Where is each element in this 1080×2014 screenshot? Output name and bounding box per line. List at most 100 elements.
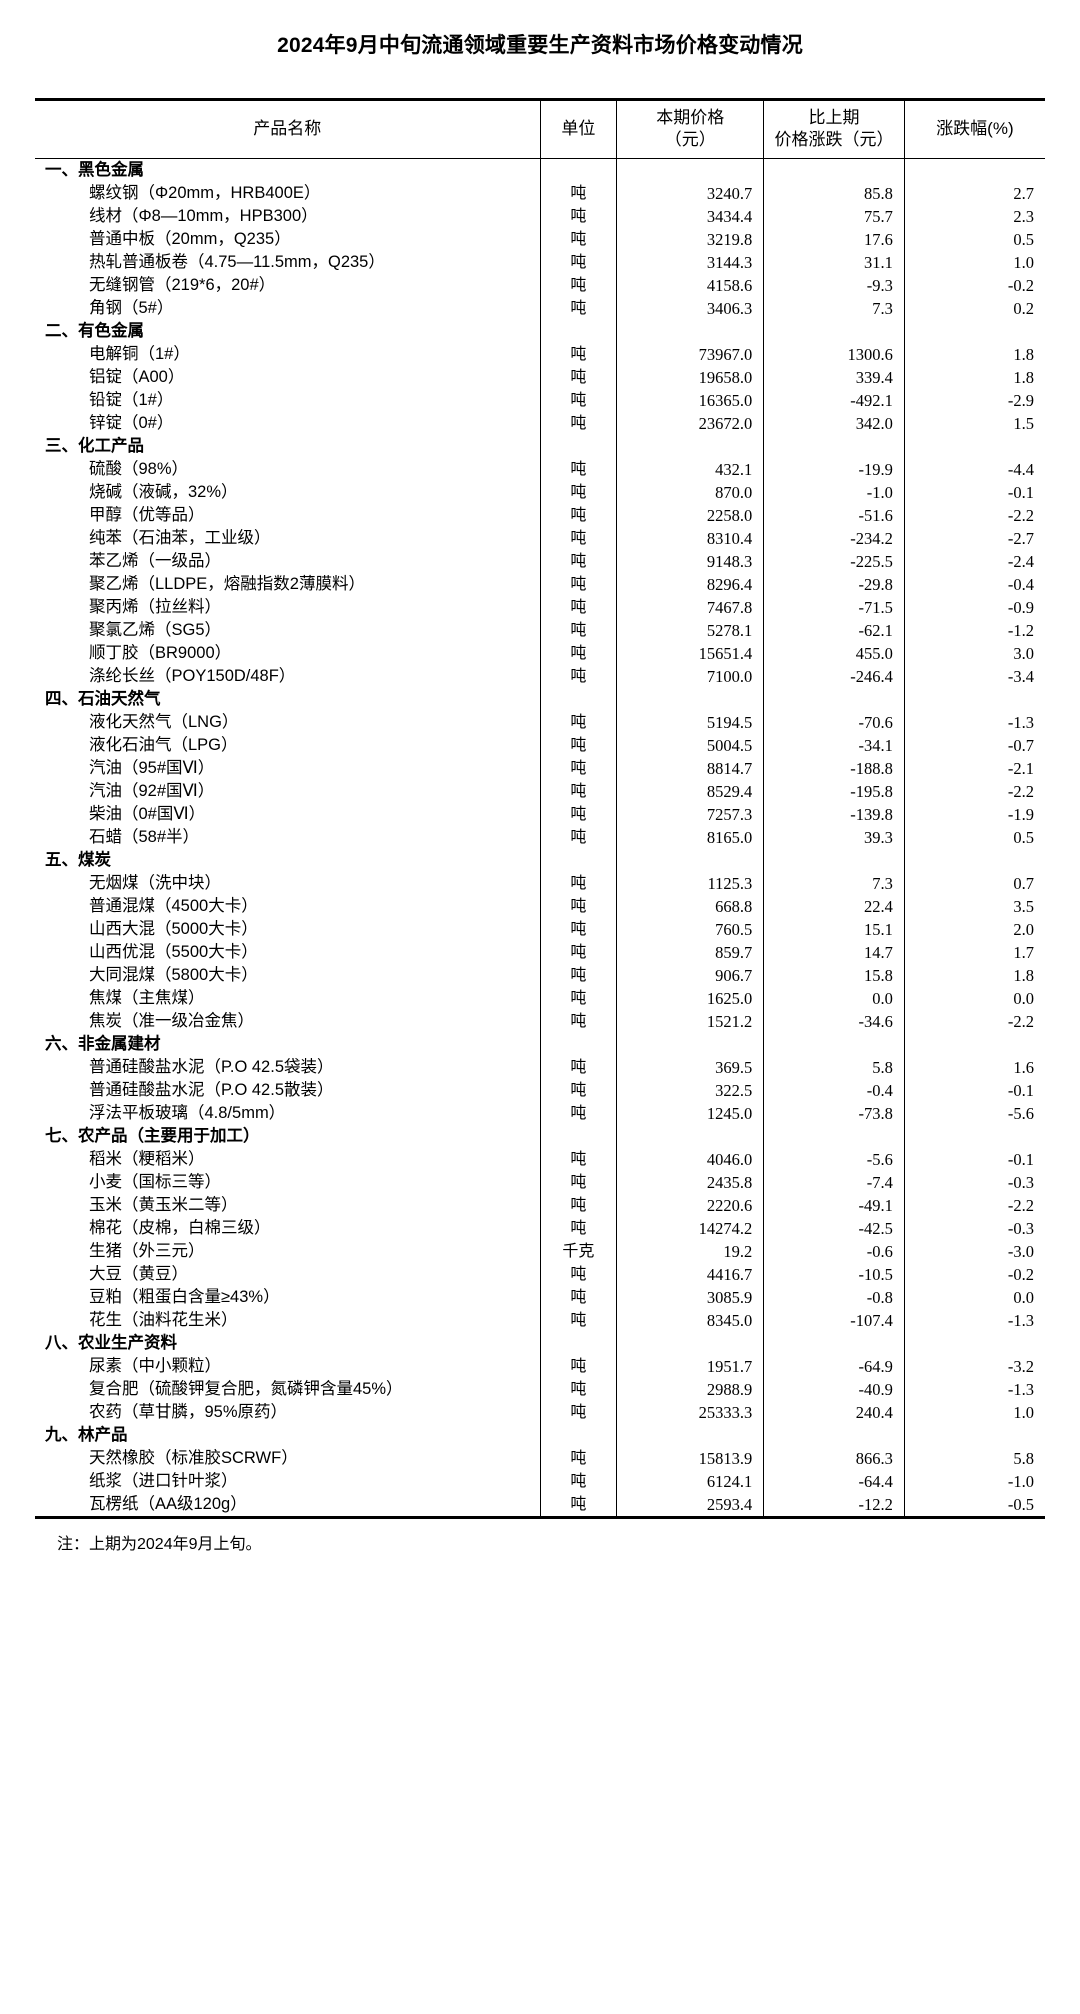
cell-product-name: 螺纹钢（Φ20mm，HRB400E） xyxy=(89,183,321,202)
cell-current-price: 3085.9 xyxy=(616,1285,764,1309)
section-heading-label: 六、非金属建材 xyxy=(45,1034,161,1053)
section-heading-label: 八、农业生产资料 xyxy=(45,1333,177,1352)
cell-price-change: 339.4 xyxy=(763,365,905,389)
cell-unit: 吨 xyxy=(539,1446,617,1470)
cell-unit: 吨 xyxy=(539,1469,617,1493)
cell-product-name: 液化天然气（LNG） xyxy=(89,712,239,731)
table-body: 一、黑色金属 螺纹钢（Φ20mm，HRB400E）吨 3240.7 85.8 2.7 线材… xyxy=(35,158,1045,1518)
cell-current-price: 5004.5 xyxy=(616,733,764,757)
section-heading-empty-cell xyxy=(616,434,764,458)
cell-current-price: 1125.3 xyxy=(616,871,764,895)
section-heading-empty-cell xyxy=(763,1032,905,1056)
section-heading-label: 二、有色金属 xyxy=(45,321,144,340)
section-heading-label: 一、黑色金属 xyxy=(45,160,144,179)
cell-unit: 吨 xyxy=(539,641,617,665)
table-row: 豆粕（粗蛋白含量≥43%） 吨 3085.9 -0.8 0.0 xyxy=(35,1285,1045,1309)
table-row: 稻米（粳稻米） 吨 4046.0 -5.6 -0.1 xyxy=(35,1147,1045,1171)
cell-percent-change: -1.0 xyxy=(903,1469,1045,1493)
section-heading-empty-cell xyxy=(763,158,905,182)
cell-price-change: 15.1 xyxy=(763,917,905,941)
cell-unit: 吨 xyxy=(539,664,617,688)
cell-price-change: 15.8 xyxy=(763,963,905,987)
cell-unit: 吨 xyxy=(539,871,617,895)
cell-unit: 吨 xyxy=(539,1009,617,1033)
section-heading-empty-cell xyxy=(539,1423,617,1447)
cell-current-price: 3219.8 xyxy=(616,227,764,251)
cell-unit: 吨 xyxy=(539,1101,617,1125)
section-heading-row: 八、农业生产资料 xyxy=(35,1331,1045,1355)
cell-unit: 吨 xyxy=(539,204,617,228)
cell-product-name: 尿素（中小颗粒） xyxy=(89,1356,221,1375)
column-header-percent-change: 涨跌幅(%) xyxy=(903,99,1045,159)
section-heading-empty-cell xyxy=(903,848,1045,872)
cell-current-price: 4158.6 xyxy=(616,273,764,297)
table-row: 柴油（0#国Ⅵ） 吨 7257.3 -139.8 -1.9 xyxy=(35,802,1045,826)
cell-current-price: 7467.8 xyxy=(616,595,764,619)
table-row: 甲醇（优等品） 吨 2258.0 -51.6 -2.2 xyxy=(35,503,1045,527)
cell-product-name: 苯乙烯（一级品） xyxy=(89,551,221,570)
section-heading-label: 五、煤炭 xyxy=(45,850,111,869)
table-row: 小麦（国标三等） 吨 2435.8 -7.4 -0.3 xyxy=(35,1170,1045,1194)
cell-unit: 吨 xyxy=(539,503,617,527)
cell-current-price: 2258.0 xyxy=(616,503,764,527)
cell-unit: 吨 xyxy=(539,1147,617,1171)
cell-unit: 吨 xyxy=(539,894,617,918)
table-row: 无烟煤（洗中块） 吨 1125.3 7.3 0.7 xyxy=(35,871,1045,895)
cell-current-price: 8529.4 xyxy=(616,779,764,803)
section-heading-empty-cell xyxy=(616,687,764,711)
cell-price-change: 1300.6 xyxy=(763,342,905,366)
section-heading-label: 三、化工产品 xyxy=(45,436,144,455)
cell-current-price: 1521.2 xyxy=(616,1009,764,1033)
cell-price-change: -10.5 xyxy=(763,1262,905,1286)
cell-percent-change: 2.0 xyxy=(903,917,1045,941)
cell-product-name: 浮法平板玻璃（4.8/5mm） xyxy=(89,1103,286,1122)
cell-percent-change: 1.0 xyxy=(903,250,1045,274)
table-row: 聚氯乙烯（SG5） 吨 5278.1 -62.1 -1.2 xyxy=(35,618,1045,642)
cell-unit: 千克 xyxy=(539,1239,617,1263)
cell-current-price: 3406.3 xyxy=(616,296,764,320)
cell-percent-change: -1.3 xyxy=(903,1308,1045,1332)
cell-product-name: 烧碱（液碱，32%） xyxy=(89,482,238,501)
cell-unit: 吨 xyxy=(539,802,617,826)
cell-current-price: 1951.7 xyxy=(616,1354,764,1378)
cell-product-name: 生猪（外三元） xyxy=(89,1241,205,1260)
cell-current-price: 870.0 xyxy=(616,480,764,504)
cell-percent-change: -3.4 xyxy=(903,664,1045,688)
section-heading-row: 六、非金属建材 xyxy=(35,1032,1045,1056)
cell-percent-change: 0.5 xyxy=(903,227,1045,251)
cell-percent-change: -0.5 xyxy=(903,1492,1045,1518)
column-header-product-name: 产品名称 xyxy=(253,119,322,139)
cell-unit: 吨 xyxy=(539,411,617,435)
section-heading-row: 四、石油天然气 xyxy=(35,687,1045,711)
cell-price-change: -492.1 xyxy=(763,388,905,412)
cell-current-price: 6124.1 xyxy=(616,1469,764,1493)
cell-unit: 吨 xyxy=(539,1492,617,1518)
cell-product-name: 角钢（5#） xyxy=(89,298,174,317)
section-heading-empty-cell xyxy=(539,1331,617,1355)
cell-price-change: 866.3 xyxy=(763,1446,905,1470)
cell-price-change: -195.8 xyxy=(763,779,905,803)
cell-unit: 吨 xyxy=(539,917,617,941)
cell-percent-change: 1.5 xyxy=(903,411,1045,435)
table-row: 普通中板（20mm，Q235） 吨 3219.8 17.6 0.5 xyxy=(35,227,1045,251)
cell-product-name: 无烟煤（洗中块） xyxy=(89,873,221,892)
table-row: 山西优混（5500大卡） 吨 859.7 14.7 1.7 xyxy=(35,940,1045,964)
section-heading-row: 七、农产品（主要用于加工） xyxy=(35,1124,1045,1148)
cell-product-name: 铅锭（1#） xyxy=(89,390,174,409)
cell-product-name: 聚氯乙烯（SG5） xyxy=(89,620,222,639)
section-heading-empty-cell xyxy=(903,1124,1045,1148)
cell-product-name: 电解铜（1#） xyxy=(89,344,190,363)
cell-product-name: 硫酸（98%） xyxy=(89,459,189,478)
section-heading-empty-cell xyxy=(616,1331,764,1355)
cell-percent-change: -3.2 xyxy=(903,1354,1045,1378)
price-change-label-line1: 比上期 xyxy=(808,108,860,128)
table-note: 注：上期为2024年9月上旬。 xyxy=(57,1535,262,1553)
table-row: 大豆（黄豆） 吨 4416.7 -10.5 -0.2 xyxy=(35,1262,1045,1286)
cell-current-price: 668.8 xyxy=(616,894,764,918)
table-row: 普通硅酸盐水泥（P.O 42.5袋装） 吨 369.5 5.8 1.6 xyxy=(35,1055,1045,1079)
cell-product-name: 热轧普通板卷（4.75—11.5mm，Q235） xyxy=(89,252,385,271)
cell-percent-change: -1.9 xyxy=(903,802,1045,826)
bottom-rule-cell xyxy=(35,1516,1045,1520)
cell-product-name: 石蜡（58#半） xyxy=(89,827,200,846)
cell-price-change: -51.6 xyxy=(763,503,905,527)
